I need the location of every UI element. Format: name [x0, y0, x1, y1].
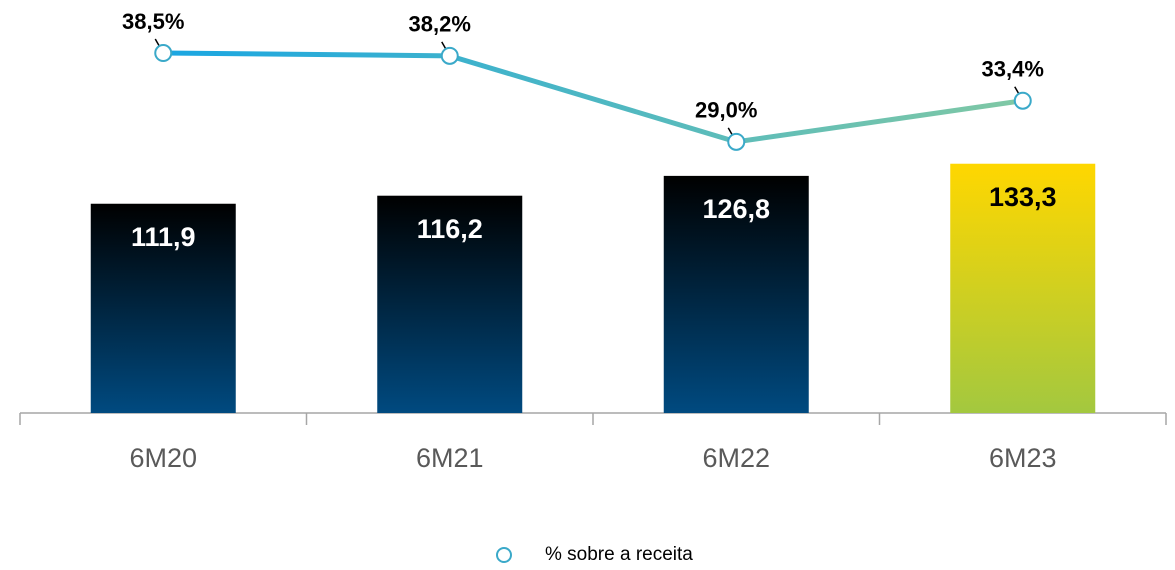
legend-marker [496, 547, 512, 563]
x-tick-label: 6M23 [989, 443, 1057, 473]
line [163, 50, 1024, 145]
bar-value-label: 111,9 [131, 222, 196, 252]
line-marker [727, 132, 746, 151]
line-value-label: 38,5% [122, 9, 184, 34]
line-marker [440, 46, 459, 65]
bar [950, 163, 1096, 413]
line-marker [154, 44, 173, 63]
bar-value-label: 126,8 [702, 194, 770, 224]
bar [663, 175, 809, 413]
bar-value-label: 116,2 [417, 214, 483, 244]
line-value-label: 38,2% [409, 12, 471, 37]
bar [90, 203, 236, 413]
bar [377, 195, 523, 413]
legend-label: % sobre a receita [545, 544, 693, 565]
bar-value-label: 133,3 [989, 182, 1057, 212]
line-marker [1013, 91, 1032, 110]
x-tick-label: 6M21 [416, 443, 484, 473]
line-value-label: 29,0% [695, 98, 757, 123]
x-tick-label: 6M20 [129, 443, 197, 473]
x-tick-label: 6M22 [702, 443, 770, 473]
line-value-label: 33,4% [982, 57, 1044, 82]
